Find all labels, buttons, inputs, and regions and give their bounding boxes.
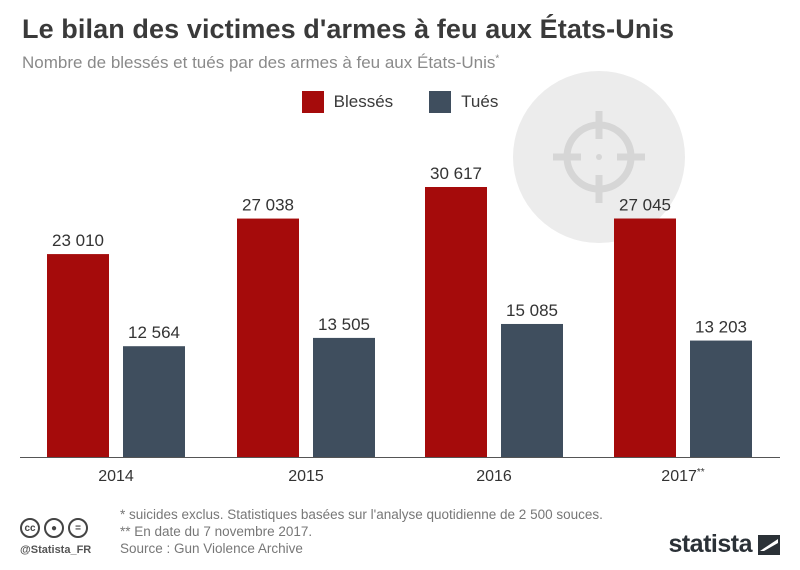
legend-label-blesses: Blessés — [333, 92, 394, 111]
chart-title: Le bilan des victimes d'armes à feu aux … — [22, 14, 675, 44]
bar-blesses-0 — [47, 254, 109, 457]
footnote-1: * suicides exclus. Statistiques basées s… — [120, 507, 603, 522]
x-tick-label-1: 2015 — [288, 468, 324, 485]
footnotes: * suicides exclus. Statistiques basées s… — [120, 506, 603, 557]
legend-swatch-tues — [429, 91, 452, 113]
footnote-2: ** En date du 7 novembre 2017. — [120, 524, 313, 539]
bar-tues-2 — [501, 323, 563, 457]
legend-label-tues: Tués — [461, 92, 499, 111]
subtitle-footnote-mark: * — [495, 53, 500, 65]
data-label-tues-0: 12 564 — [128, 323, 180, 342]
legend-item-tues: Tués — [429, 91, 498, 113]
x-axis-ticks: 2014 2015 2016 2017** — [98, 467, 705, 485]
bars-layer: 23 010 12 564 27 038 13 505 30 617 15 085 27 0… — [47, 164, 752, 457]
data-label-tues-1: 13 505 — [318, 315, 370, 334]
nd-icon: = — [68, 518, 88, 538]
bar-blesses-3 — [614, 218, 676, 457]
subtitle-text: Nombre de blessés et tués par des armes … — [22, 53, 496, 72]
bar-blesses-1 — [237, 218, 299, 457]
bar-tues-0 — [123, 346, 185, 457]
chart-subtitle: Nombre de blessés et tués par des armes … — [22, 53, 499, 73]
x-tick-label-2: 2016 — [476, 468, 512, 485]
bar-blesses-2 — [425, 187, 487, 457]
data-label-blesses-0: 23 010 — [52, 231, 104, 250]
x-tick-label-3: 2017** — [661, 467, 704, 485]
data-label-blesses-2: 30 617 — [430, 164, 482, 183]
license-icons: cc ● = — [20, 518, 88, 538]
by-icon: ● — [44, 518, 64, 538]
legend-item-blesses: Blessés — [301, 91, 394, 113]
crosshair-icon — [513, 71, 685, 243]
bar-tues-1 — [313, 337, 375, 457]
twitter-handle: @Statista_FR — [20, 544, 92, 556]
source-note: Source : Gun Violence Archive — [120, 541, 303, 556]
legend-swatch-blesses — [301, 91, 324, 113]
data-label-blesses-1: 27 038 — [242, 196, 294, 215]
statista-logo-text: statista — [668, 530, 752, 558]
statista-mark-icon — [758, 534, 780, 555]
data-label-tues-3: 13 203 — [695, 318, 747, 337]
legend: Blessés Tués — [0, 91, 800, 113]
statista-logo: statista — [668, 530, 780, 559]
bar-chart: 23 010 12 564 27 038 13 505 30 617 15 085 27 0… — [20, 71, 780, 485]
data-label-blesses-3: 27 045 — [619, 196, 671, 215]
bar-tues-3 — [690, 340, 752, 457]
data-label-tues-2: 15 085 — [506, 301, 558, 320]
x-tick-label-0: 2014 — [98, 468, 134, 485]
cc-icon: cc — [20, 518, 40, 538]
